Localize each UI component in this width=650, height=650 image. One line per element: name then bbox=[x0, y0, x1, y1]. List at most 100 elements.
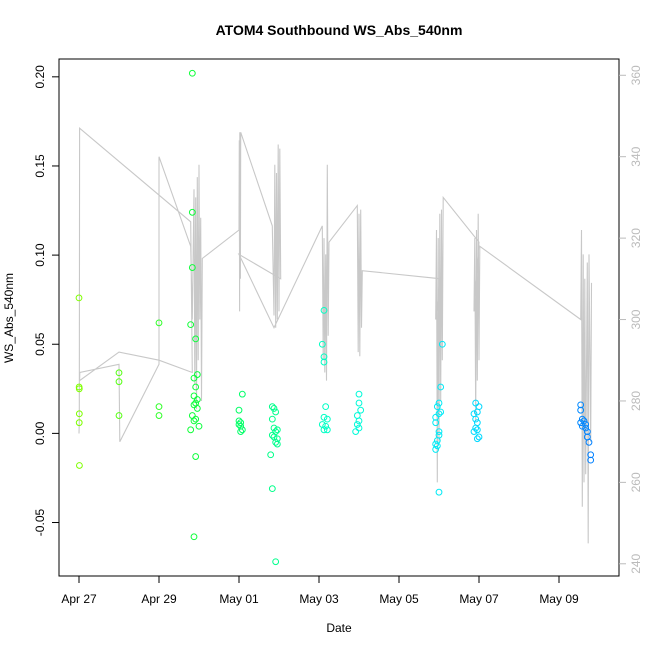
data-point bbox=[473, 435, 481, 443]
x-axis-label: Date bbox=[326, 621, 352, 635]
data-point bbox=[273, 440, 281, 448]
data-point bbox=[187, 426, 195, 434]
data-point bbox=[188, 208, 196, 216]
data-point bbox=[437, 383, 445, 391]
x-tick-label: May 09 bbox=[539, 592, 579, 606]
x-tick-label: May 01 bbox=[219, 592, 259, 606]
data-point bbox=[355, 399, 363, 407]
y-tick-label: 0.00 bbox=[33, 421, 47, 445]
data-point bbox=[355, 424, 363, 432]
data-point bbox=[357, 406, 365, 414]
data-point bbox=[352, 428, 360, 435]
data-point bbox=[115, 369, 123, 377]
data-point bbox=[323, 426, 331, 434]
data-point bbox=[188, 69, 196, 77]
data-point bbox=[318, 340, 326, 348]
data-point bbox=[433, 442, 441, 450]
data-point bbox=[235, 406, 243, 414]
data-point bbox=[582, 424, 590, 432]
y-axis-label: WS_Abs_540nm bbox=[2, 273, 16, 363]
data-point bbox=[323, 415, 331, 423]
data-point bbox=[320, 413, 328, 421]
y-tick-label: 0.10 bbox=[33, 243, 47, 267]
data-point bbox=[195, 422, 203, 430]
chart-title: ATOM4 Southbound WS_Abs_540nm bbox=[216, 22, 463, 38]
x-tick-label: May 07 bbox=[459, 592, 499, 606]
x-tick-label: May 03 bbox=[299, 592, 339, 606]
data-point bbox=[155, 319, 163, 327]
data-point bbox=[192, 335, 200, 343]
data-point bbox=[192, 453, 200, 460]
x-axis: Apr 27 Apr 29 May 01 May 03 May 05 May 07 May … bbox=[61, 576, 579, 606]
data-point bbox=[75, 294, 83, 302]
data-point bbox=[270, 424, 278, 432]
data-point bbox=[190, 533, 198, 541]
data-point bbox=[435, 428, 443, 435]
data-point bbox=[192, 415, 200, 423]
point-series bbox=[75, 69, 595, 566]
data-point bbox=[268, 403, 276, 411]
data-point bbox=[473, 408, 481, 416]
data-point bbox=[435, 399, 443, 407]
x-tick-label: Apr 27 bbox=[61, 592, 97, 606]
data-point bbox=[267, 451, 275, 459]
plot-frame bbox=[58, 58, 620, 577]
data-point bbox=[432, 419, 440, 427]
data-point bbox=[193, 405, 201, 412]
data-point bbox=[587, 456, 595, 464]
data-point bbox=[155, 403, 163, 411]
data-point bbox=[75, 419, 83, 427]
data-point bbox=[577, 406, 585, 414]
data-point bbox=[268, 485, 276, 493]
right-y-axis: 240 260 280 300 320 340 360 bbox=[619, 65, 643, 574]
data-point bbox=[155, 412, 163, 419]
data-point bbox=[237, 419, 245, 427]
data-point bbox=[353, 421, 361, 428]
right-y-tick-label: 320 bbox=[629, 228, 643, 248]
data-point bbox=[115, 412, 123, 419]
data-point bbox=[472, 415, 480, 423]
data-point bbox=[433, 403, 441, 411]
data-point bbox=[320, 358, 328, 366]
y-tick-label: 0.15 bbox=[33, 154, 47, 178]
data-point bbox=[438, 340, 446, 348]
data-point bbox=[475, 433, 483, 441]
data-point bbox=[192, 383, 200, 391]
data-point bbox=[238, 390, 246, 398]
data-point bbox=[435, 488, 443, 496]
right-y-tick-label: 360 bbox=[629, 65, 643, 85]
right-y-tick-label: 300 bbox=[629, 309, 643, 329]
right-y-tick-label: 340 bbox=[629, 146, 643, 166]
data-point bbox=[355, 390, 363, 398]
data-point bbox=[190, 374, 198, 382]
data-point bbox=[322, 422, 330, 430]
data-point bbox=[472, 424, 480, 432]
data-point bbox=[272, 558, 280, 566]
data-point bbox=[320, 306, 328, 314]
x-tick-label: Apr 29 bbox=[141, 592, 177, 606]
y-tick-label: 0.05 bbox=[33, 332, 47, 356]
background-line-series bbox=[78, 127, 593, 544]
data-point bbox=[273, 426, 281, 434]
data-point bbox=[437, 408, 445, 416]
data-point bbox=[272, 408, 280, 416]
data-point bbox=[75, 410, 83, 418]
y-tick-label: 0.20 bbox=[33, 65, 47, 89]
y-axis: -0.05 0.00 0.05 0.10 0.15 0.20 bbox=[33, 65, 59, 536]
data-point bbox=[115, 378, 123, 386]
x-tick-label: May 05 bbox=[379, 592, 419, 606]
data-point bbox=[578, 415, 586, 423]
data-point bbox=[268, 431, 276, 439]
background-line bbox=[78, 127, 593, 544]
data-point bbox=[582, 421, 590, 428]
data-point bbox=[235, 421, 243, 428]
data-point bbox=[190, 417, 198, 425]
data-point bbox=[320, 426, 328, 434]
right-y-tick-label: 280 bbox=[629, 391, 643, 411]
data-point bbox=[237, 428, 245, 435]
data-point bbox=[76, 462, 83, 469]
data-point bbox=[193, 396, 201, 403]
data-point bbox=[470, 428, 478, 435]
data-point bbox=[272, 438, 280, 446]
